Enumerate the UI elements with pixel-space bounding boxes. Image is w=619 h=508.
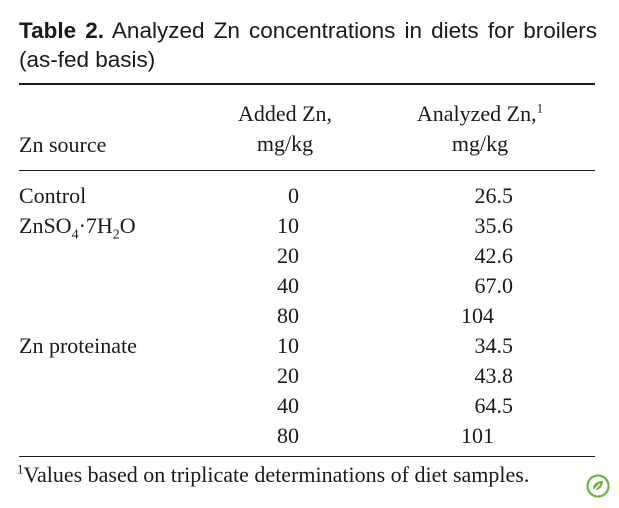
row-analyzed-zn: 34.5 <box>474 333 514 358</box>
row-analyzed-zn: 43.8 <box>474 363 514 388</box>
row-added-zn: 10 <box>277 213 299 238</box>
top-rule <box>19 83 595 85</box>
footnote-ref: 1 <box>536 100 544 116</box>
footnote-text: Values based on triplicate determination… <box>23 462 530 487</box>
row-added-zn: 10 <box>277 333 299 358</box>
bottom-rule <box>19 456 595 457</box>
header-analyzed: Analyzed Zn,1 mg/kg <box>405 99 555 159</box>
row-added-zn: 80 <box>277 423 299 448</box>
header-added-line2: mg/kg <box>256 131 314 156</box>
row-source: ZnSO4·7H2O <box>19 213 136 243</box>
table-label: Table 2. <box>19 18 105 43</box>
leaf-logo-icon <box>586 474 610 498</box>
row-analyzed-zn: 104 <box>461 303 494 328</box>
header-analyzed-line2: mg/kg <box>451 131 509 156</box>
row-added-zn: 40 <box>277 273 299 298</box>
footnote-marker: 1 <box>17 461 24 477</box>
header-source: Zn source <box>19 132 107 157</box>
row-analyzed-zn: 26.5 <box>474 183 514 208</box>
header-rule <box>19 170 595 171</box>
row-added-zn: 20 <box>277 243 299 268</box>
row-added-zn: 20 <box>277 363 299 388</box>
row-analyzed-zn: 64.5 <box>474 393 514 418</box>
row-added-zn: 0 <box>288 183 299 208</box>
row-added-zn: 80 <box>277 303 299 328</box>
header-added: Added Zn, mg/kg <box>215 99 355 159</box>
table-footnote: 1Values based on triplicate determinatio… <box>17 462 529 488</box>
header-added-line1: Added Zn, <box>237 101 333 126</box>
row-source: Control <box>19 183 87 208</box>
row-analyzed-zn: 42.6 <box>474 243 514 268</box>
row-source: Zn proteinate <box>19 333 137 358</box>
row-analyzed-zn: 35.6 <box>474 213 514 238</box>
table-title: Analyzed Zn concentrations in diets for … <box>19 18 597 72</box>
row-added-zn: 40 <box>277 393 299 418</box>
row-analyzed-zn: 101 <box>461 423 494 448</box>
row-analyzed-zn: 67.0 <box>474 273 514 298</box>
header-analyzed-line1: Analyzed Zn,1 <box>416 100 544 126</box>
table-caption: Table 2. Analyzed Zn concentrations in d… <box>19 16 597 74</box>
